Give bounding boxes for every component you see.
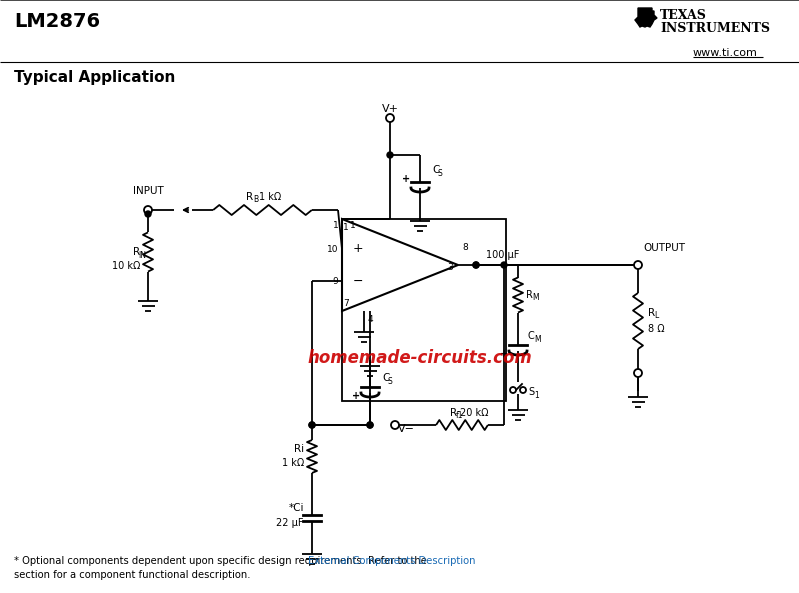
- Text: Typical Application: Typical Application: [14, 70, 175, 85]
- Text: L: L: [654, 311, 658, 320]
- Text: +: +: [402, 174, 410, 184]
- Text: 22 μF: 22 μF: [276, 518, 304, 528]
- Text: M: M: [532, 294, 539, 302]
- Circle shape: [145, 211, 151, 217]
- Text: +: +: [352, 243, 364, 256]
- Circle shape: [387, 152, 393, 158]
- Circle shape: [367, 422, 373, 428]
- Text: 3: 3: [447, 263, 453, 273]
- Circle shape: [510, 387, 516, 393]
- Text: 1: 1: [534, 391, 539, 400]
- Text: R: R: [526, 290, 533, 300]
- Text: R: R: [246, 192, 253, 202]
- Circle shape: [309, 422, 315, 428]
- Circle shape: [473, 262, 479, 268]
- Text: IN: IN: [138, 250, 146, 260]
- Text: V−: V−: [398, 424, 415, 434]
- Text: *Ci: *Ci: [288, 503, 304, 513]
- Circle shape: [391, 421, 399, 429]
- Text: TEXAS: TEXAS: [660, 9, 707, 22]
- Text: C: C: [528, 331, 535, 341]
- Text: 1: 1: [333, 221, 339, 229]
- Text: 8 Ω: 8 Ω: [648, 324, 665, 334]
- Text: 10 kΩ: 10 kΩ: [112, 261, 140, 271]
- Circle shape: [473, 262, 479, 268]
- Text: INPUT: INPUT: [133, 186, 163, 196]
- Text: B: B: [253, 196, 259, 205]
- Text: V+: V+: [381, 104, 399, 114]
- Text: 10: 10: [327, 244, 338, 253]
- Text: homemade-circuits.com: homemade-circuits.com: [308, 349, 532, 367]
- Text: External Components Description: External Components Description: [308, 556, 476, 566]
- Text: S: S: [388, 377, 393, 385]
- Text: INSTRUMENTS: INSTRUMENTS: [660, 22, 770, 35]
- Text: R: R: [133, 247, 140, 257]
- Text: www.ti.com: www.ti.com: [693, 48, 758, 58]
- Text: 7: 7: [343, 298, 349, 308]
- Circle shape: [309, 422, 315, 428]
- Text: S: S: [438, 168, 443, 177]
- Text: 1: 1: [350, 221, 356, 229]
- Text: +: +: [352, 391, 360, 401]
- Text: f1: f1: [456, 412, 463, 420]
- Circle shape: [386, 114, 394, 122]
- Text: C: C: [382, 373, 389, 383]
- Text: OUTPUT: OUTPUT: [643, 243, 685, 253]
- Text: +: +: [500, 349, 508, 359]
- Text: S: S: [528, 387, 534, 397]
- Text: 4: 4: [368, 315, 373, 324]
- Circle shape: [144, 206, 152, 214]
- Text: R: R: [451, 408, 458, 418]
- Circle shape: [501, 262, 507, 268]
- Text: 8: 8: [462, 243, 467, 251]
- Circle shape: [367, 422, 373, 428]
- Text: M: M: [534, 334, 541, 343]
- Bar: [342, 219, 506, 401]
- Polygon shape: [635, 8, 657, 27]
- Text: 100 μF: 100 μF: [486, 250, 519, 260]
- Circle shape: [520, 387, 526, 393]
- Circle shape: [634, 369, 642, 377]
- Text: Ri: Ri: [294, 444, 304, 454]
- Text: 1: 1: [343, 222, 349, 231]
- Circle shape: [634, 261, 642, 269]
- Text: −: −: [352, 275, 364, 288]
- Text: 9: 9: [332, 276, 338, 285]
- Text: * Optional components dependent upon specific design requirements. Refer to the: * Optional components dependent upon spe…: [14, 556, 430, 566]
- Text: section for a component functional description.: section for a component functional descr…: [14, 570, 251, 580]
- Text: R: R: [648, 308, 655, 318]
- Text: 1 kΩ: 1 kΩ: [282, 458, 304, 468]
- Text: 20 kΩ: 20 kΩ: [459, 408, 488, 418]
- Text: 1 kΩ: 1 kΩ: [259, 192, 281, 202]
- Text: C: C: [432, 165, 439, 175]
- Text: LM2876: LM2876: [14, 12, 100, 31]
